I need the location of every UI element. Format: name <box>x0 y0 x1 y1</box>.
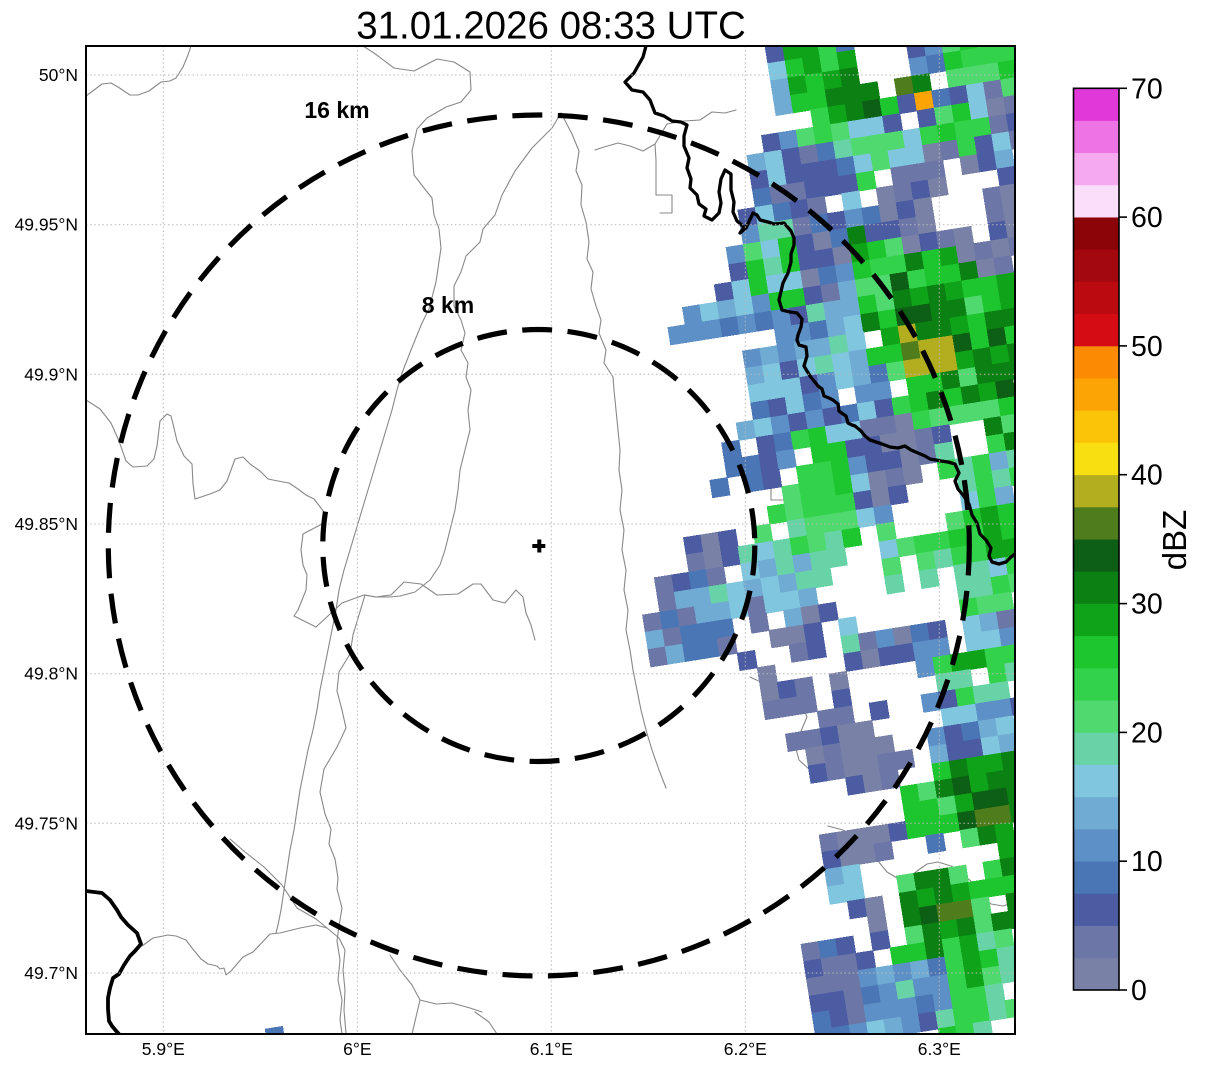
svg-text:70: 70 <box>1131 73 1163 105</box>
svg-text:49.75°N: 49.75°N <box>15 813 78 833</box>
svg-text:30: 30 <box>1131 589 1163 621</box>
svg-text:10: 10 <box>1131 846 1163 878</box>
svg-text:0: 0 <box>1131 975 1147 1007</box>
svg-text:60: 60 <box>1131 202 1163 234</box>
svg-text:16 km: 16 km <box>304 97 369 123</box>
svg-text:20: 20 <box>1131 717 1163 749</box>
svg-text:8 km: 8 km <box>422 292 474 318</box>
svg-text:49.8°N: 49.8°N <box>24 664 78 684</box>
svg-text:6.1°E: 6.1°E <box>530 1039 573 1059</box>
svg-text:6°E: 6°E <box>343 1039 371 1059</box>
svg-text:50°N: 50°N <box>39 65 78 85</box>
svg-text:6.2°E: 6.2°E <box>724 1039 767 1059</box>
svg-text:49.95°N: 49.95°N <box>15 215 78 235</box>
svg-text:31.01.2026 08:33 UTC: 31.01.2026 08:33 UTC <box>356 5 746 48</box>
svg-text:dBZ: dBZ <box>1156 510 1193 571</box>
svg-text:49.85°N: 49.85°N <box>15 514 78 534</box>
svg-text:6.3°E: 6.3°E <box>918 1039 961 1059</box>
svg-text:40: 40 <box>1131 460 1163 492</box>
svg-text:5.9°E: 5.9°E <box>142 1039 185 1059</box>
svg-text:49.7°N: 49.7°N <box>24 963 78 983</box>
svg-text:50: 50 <box>1131 331 1163 363</box>
svg-text:49.9°N: 49.9°N <box>24 364 78 384</box>
